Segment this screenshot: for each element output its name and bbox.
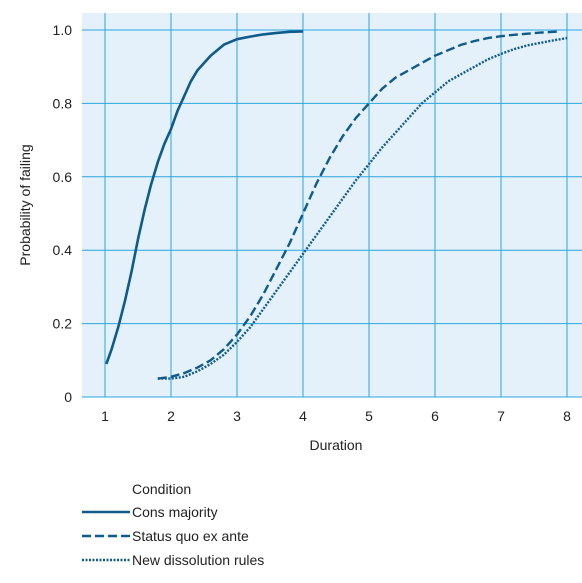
legend-item-cons-majority: Cons majority — [82, 500, 264, 524]
plot-background — [82, 13, 582, 397]
grid — [82, 13, 582, 398]
x-tick-label: 4 — [299, 408, 307, 424]
y-axis-label: Probability of failing — [17, 144, 33, 265]
y-tick-label: 0.2 — [53, 316, 73, 332]
y-tick-label: 1.0 — [53, 22, 73, 38]
legend-label: Status quo ex ante — [132, 528, 249, 544]
y-tick-label: 0.8 — [53, 95, 73, 111]
y-tick-labels: 0 0.2 0.4 0.6 0.8 1.0 — [53, 22, 73, 405]
legend-label: Cons majority — [132, 504, 218, 520]
x-tick-label: 1 — [101, 408, 109, 424]
x-tick-label: 3 — [233, 408, 241, 424]
legend-swatch-solid — [82, 510, 130, 514]
legend-label: New dissolution rules — [132, 552, 265, 568]
legend-item-new-dissolution-rules: New dissolution rules — [82, 548, 264, 572]
x-tick-label: 2 — [167, 408, 175, 424]
legend: Condition Cons majority Status quo ex an… — [82, 478, 264, 572]
series-line-dashed — [157, 30, 561, 380]
series-lines — [105, 30, 568, 380]
y-tick-label: 0 — [64, 389, 72, 405]
y-tick-label: 0.6 — [53, 169, 73, 185]
series-line-solid — [105, 30, 304, 365]
y-tick-label: 0.4 — [53, 242, 73, 258]
x-tick-label: 5 — [365, 408, 373, 424]
chart: 1 2 3 4 5 6 7 8 0 0.2 0.4 0.6 0.8 1.0 Duration Proba… — [17, 13, 582, 453]
legend-swatch-dotted — [82, 558, 130, 562]
legend-item-status-quo: Status quo ex ante — [82, 524, 264, 548]
x-tick-label: 7 — [497, 408, 505, 424]
series-line-dotted — [157, 36, 568, 380]
x-axis-label: Duration — [310, 437, 363, 453]
legend-title: Condition — [132, 481, 192, 497]
x-tick-labels: 1 2 3 4 5 6 7 8 — [101, 408, 571, 424]
x-tick-label: 6 — [431, 408, 439, 424]
x-tick-label: 8 — [563, 408, 571, 424]
legend-swatch-dashed — [82, 534, 130, 538]
